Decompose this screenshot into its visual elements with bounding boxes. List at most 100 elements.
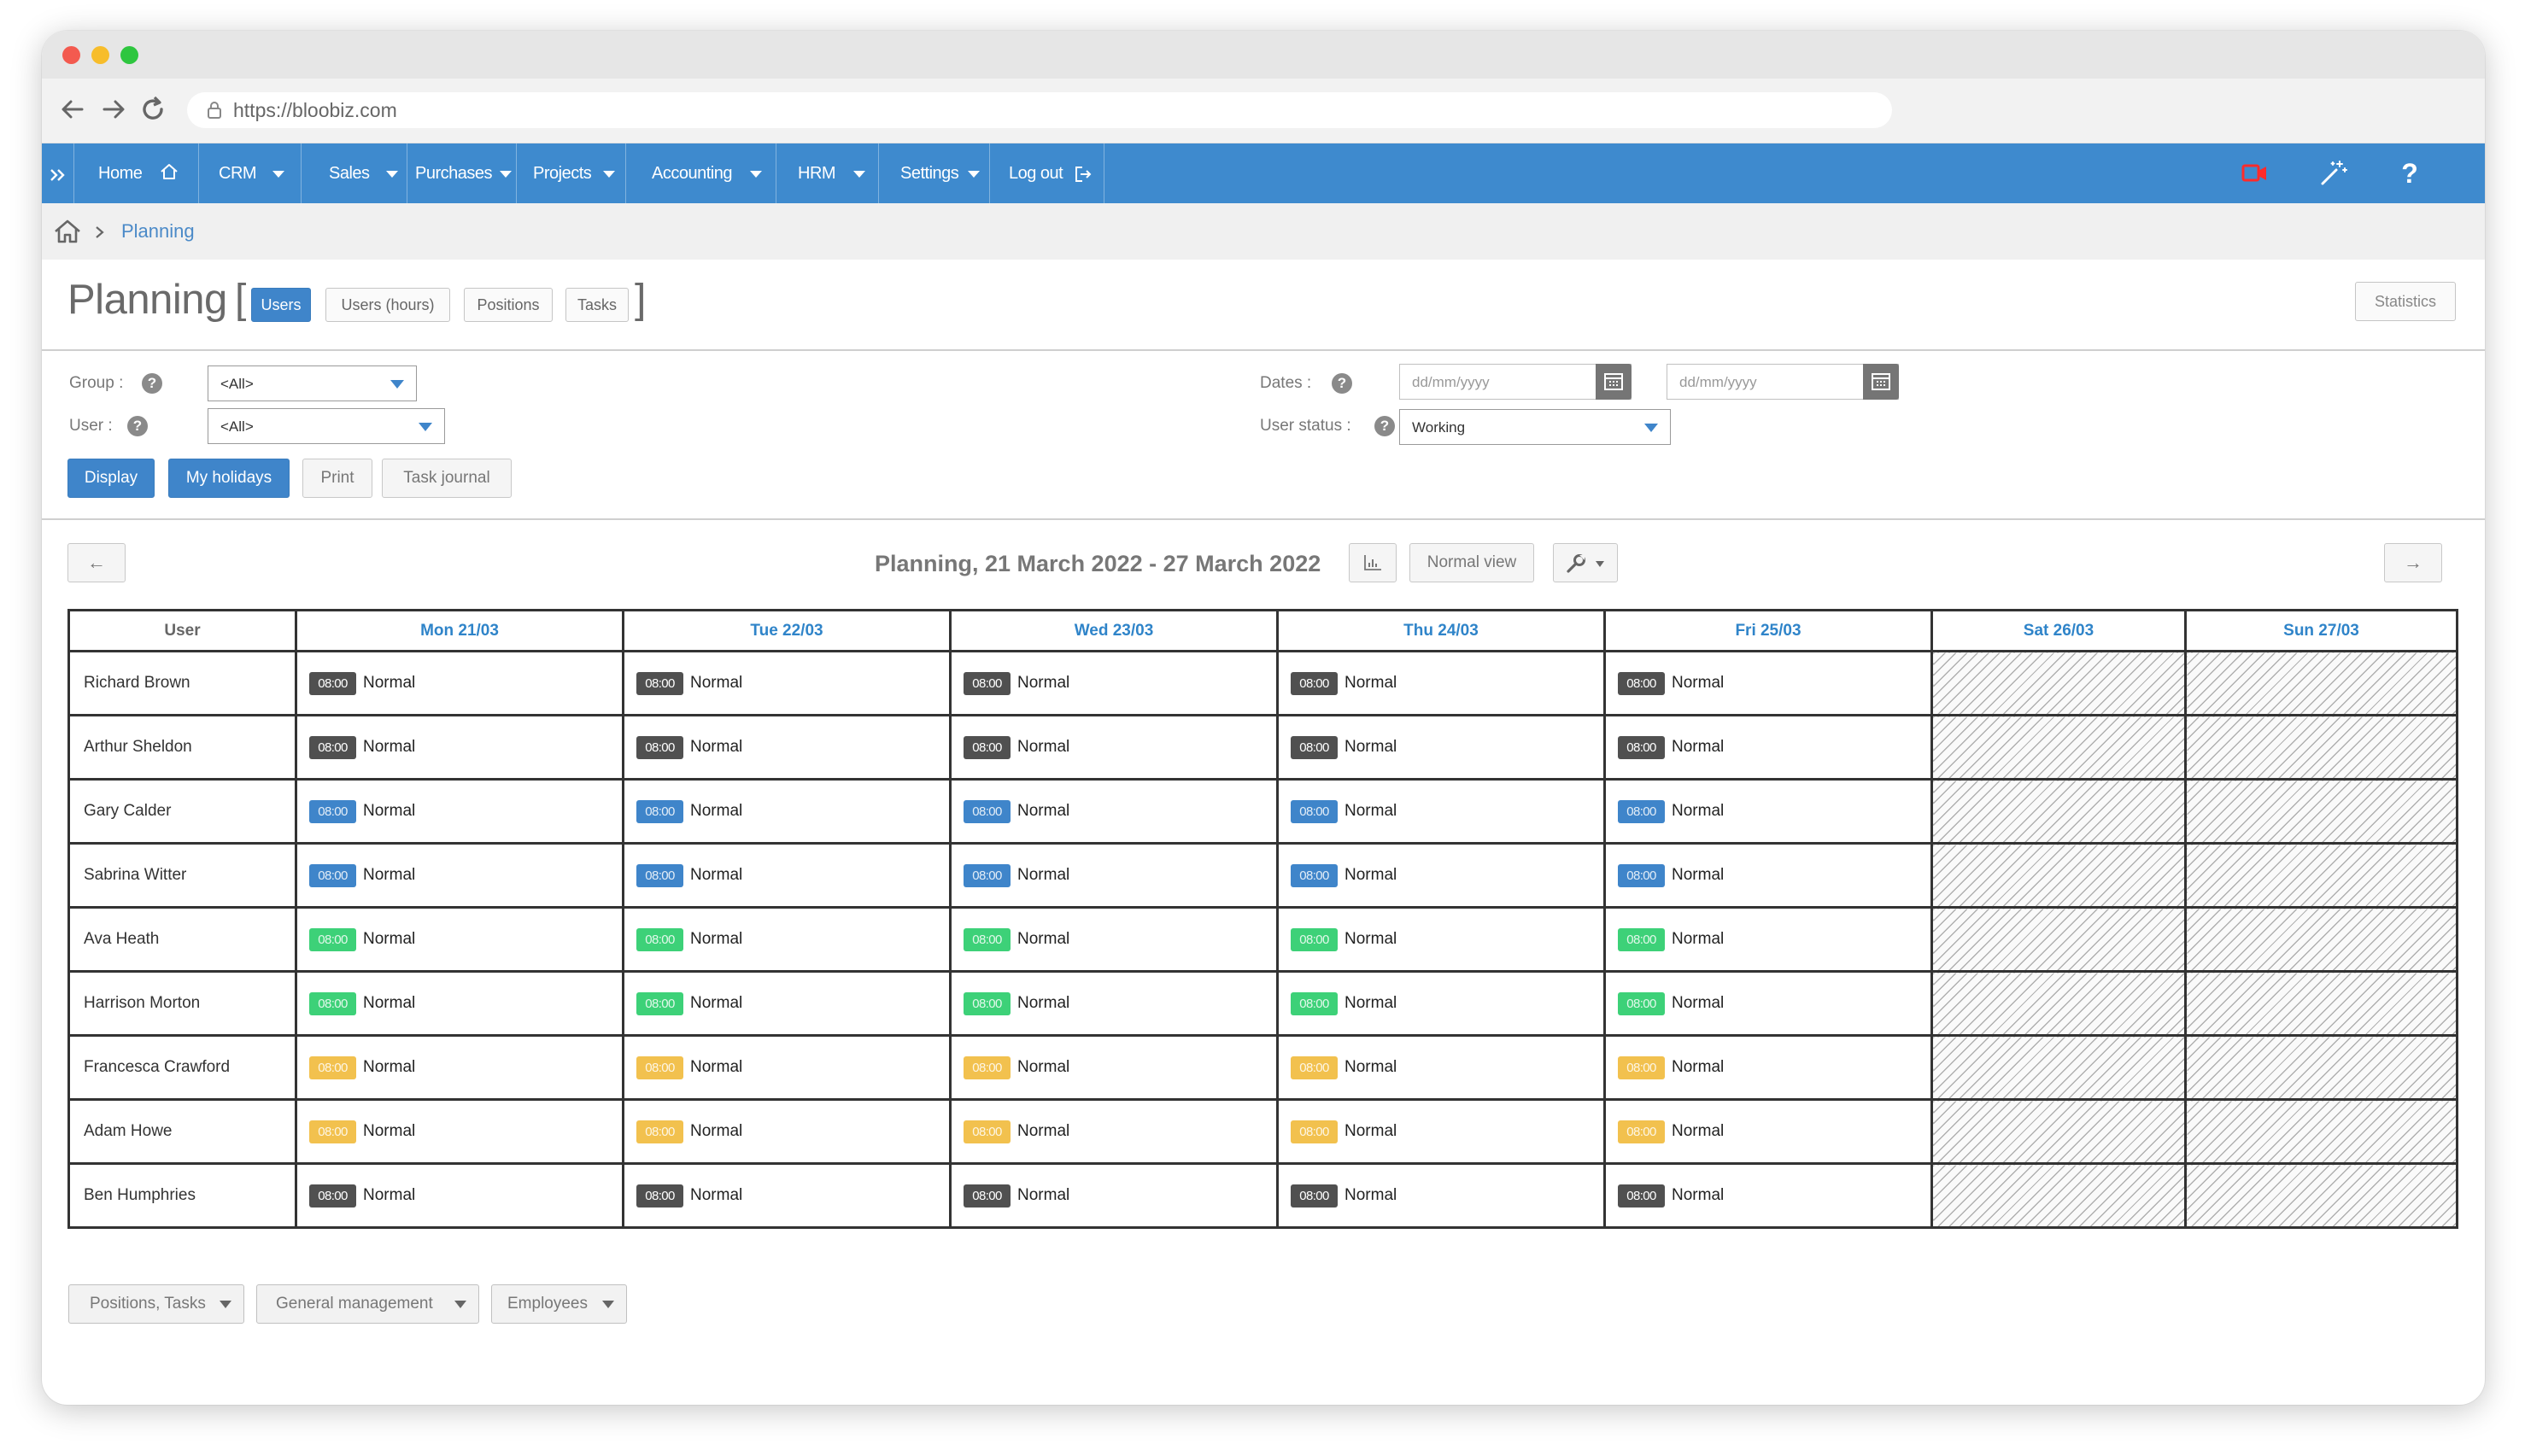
tools-dropdown-button[interactable]	[1553, 543, 1618, 582]
user-name-cell[interactable]: Ava Heath	[67, 906, 297, 973]
nav-projects[interactable]: Projects	[516, 143, 625, 203]
help-icon[interactable]: ?	[127, 416, 148, 436]
shift-cell[interactable]: 08:00 Normal	[622, 1098, 952, 1165]
tab-tasks[interactable]: Tasks	[565, 288, 629, 322]
shift-cell[interactable]: 08:00 Normal	[622, 1034, 952, 1101]
nav-crm[interactable]: CRM	[198, 143, 301, 203]
shift-cell[interactable]: 08:00 Normal	[1276, 1098, 1606, 1165]
nav-hrm[interactable]: HRM	[776, 143, 878, 203]
shift-cell[interactable]: 08:00 Normal	[295, 1162, 624, 1229]
help-icon[interactable]: ?	[1332, 373, 1352, 394]
shift-cell[interactable]: 08:00 Normal	[1603, 970, 1933, 1037]
day-header[interactable]: Sun 27/03	[2184, 609, 2458, 652]
reload-icon[interactable]	[138, 92, 168, 126]
previous-week-button[interactable]: ←	[67, 543, 126, 582]
shift-cell[interactable]: 08:00 Normal	[1603, 906, 1933, 973]
nav-home[interactable]: Home	[73, 143, 198, 203]
nav-purchases[interactable]: Purchases	[407, 143, 516, 203]
nav-sales[interactable]: Sales	[301, 143, 407, 203]
help-icon[interactable]: ?	[142, 373, 162, 394]
user-name-cell[interactable]: Harrison Morton	[67, 970, 297, 1037]
normal-view-button[interactable]: Normal view	[1409, 543, 1534, 582]
shift-cell[interactable]: 08:00 Normal	[622, 778, 952, 845]
help-icon[interactable]: ?	[1374, 416, 1395, 436]
shift-cell[interactable]: 08:00 Normal	[949, 714, 1279, 781]
shift-cell[interactable]: 08:00 Normal	[1276, 1034, 1606, 1101]
maximize-window-button[interactable]	[120, 46, 138, 64]
tab-users-hours[interactable]: Users (hours)	[325, 288, 450, 322]
day-header[interactable]: Tue 22/03	[622, 609, 952, 652]
user-name-cell[interactable]: Ben Humphries	[67, 1162, 297, 1229]
date-from-input[interactable]: dd/mm/yyyy	[1399, 364, 1632, 400]
user-name-cell[interactable]: Gary Calder	[67, 778, 297, 845]
day-header[interactable]: Fri 25/03	[1603, 609, 1933, 652]
shift-cell[interactable]: 08:00 Normal	[1276, 1162, 1606, 1229]
user-name-cell[interactable]: Adam Howe	[67, 1098, 297, 1165]
shift-cell[interactable]: 08:00 Normal	[1603, 1034, 1933, 1101]
shift-cell[interactable]: 08:00 Normal	[622, 714, 952, 781]
chart-view-button[interactable]	[1349, 543, 1397, 582]
url-bar[interactable]: https://bloobiz.com	[187, 92, 1892, 128]
shift-cell[interactable]: 08:00 Normal	[295, 970, 624, 1037]
task-journal-button[interactable]: Task journal	[382, 459, 512, 498]
help-icon[interactable]: ?	[2401, 158, 2418, 189]
shift-cell[interactable]: 08:00 Normal	[949, 842, 1279, 909]
shift-cell[interactable]: 08:00 Normal	[1276, 650, 1606, 716]
shift-cell[interactable]: 08:00 Normal	[949, 778, 1279, 845]
shift-cell[interactable]: 08:00 Normal	[1603, 778, 1933, 845]
shift-cell[interactable]: 08:00 Normal	[622, 970, 952, 1037]
day-header[interactable]: Wed 23/03	[949, 609, 1279, 652]
shift-cell[interactable]: 08:00 Normal	[949, 1034, 1279, 1101]
shift-cell[interactable]: 08:00 Normal	[949, 650, 1279, 716]
group-select[interactable]: <All>	[208, 365, 417, 401]
shift-cell[interactable]: 08:00 Normal	[1603, 650, 1933, 716]
next-week-button[interactable]: →	[2384, 543, 2442, 582]
calendar-icon[interactable]	[1596, 364, 1632, 400]
shift-cell[interactable]: 08:00 Normal	[622, 842, 952, 909]
user-name-cell[interactable]: Richard Brown	[67, 650, 297, 716]
user-name-cell[interactable]: Sabrina Witter	[67, 842, 297, 909]
shift-cell[interactable]: 08:00 Normal	[295, 1098, 624, 1165]
shift-cell[interactable]: 08:00 Normal	[295, 778, 624, 845]
home-icon[interactable]	[53, 219, 82, 244]
minimize-window-button[interactable]	[91, 46, 109, 64]
shift-cell[interactable]: 08:00 Normal	[1276, 970, 1606, 1037]
nav-settings[interactable]: Settings	[878, 143, 989, 203]
user-name-cell[interactable]: Francesca Crawford	[67, 1034, 297, 1101]
employees-dropdown[interactable]: Employees	[491, 1284, 627, 1324]
user-name-cell[interactable]: Arthur Sheldon	[67, 714, 297, 781]
shift-cell[interactable]: 08:00 Normal	[1276, 842, 1606, 909]
back-arrow-icon[interactable]	[57, 92, 88, 126]
shift-cell[interactable]: 08:00 Normal	[1276, 906, 1606, 973]
nav-accounting[interactable]: Accounting	[625, 143, 776, 203]
shift-cell[interactable]: 08:00 Normal	[295, 906, 624, 973]
shift-cell[interactable]: 08:00 Normal	[1276, 778, 1606, 845]
user-status-select[interactable]: Working	[1399, 409, 1671, 445]
statistics-button[interactable]: Statistics	[2355, 282, 2456, 321]
shift-cell[interactable]: 08:00 Normal	[1603, 1098, 1933, 1165]
display-button[interactable]: Display	[67, 459, 155, 498]
date-to-input[interactable]: dd/mm/yyyy	[1667, 364, 1899, 400]
shift-cell[interactable]: 08:00 Normal	[949, 970, 1279, 1037]
shift-cell[interactable]: 08:00 Normal	[1276, 714, 1606, 781]
shift-cell[interactable]: 08:00 Normal	[295, 842, 624, 909]
expand-menu-button[interactable]	[42, 143, 73, 203]
user-select[interactable]: <All>	[208, 408, 445, 444]
forward-arrow-icon[interactable]	[98, 92, 129, 126]
positions-tasks-dropdown[interactable]: Positions, Tasks	[68, 1284, 244, 1324]
my-holidays-button[interactable]: My holidays	[168, 459, 290, 498]
shift-cell[interactable]: 08:00 Normal	[1603, 842, 1933, 909]
shift-cell[interactable]: 08:00 Normal	[622, 906, 952, 973]
tab-users[interactable]: Users	[251, 288, 311, 322]
day-header[interactable]: Mon 21/03	[295, 609, 624, 652]
close-window-button[interactable]	[62, 46, 80, 64]
general-management-dropdown[interactable]: General management	[256, 1284, 479, 1324]
day-header[interactable]: Thu 24/03	[1276, 609, 1606, 652]
shift-cell[interactable]: 08:00 Normal	[949, 1098, 1279, 1165]
nav-logout[interactable]: Log out	[989, 143, 1104, 203]
print-button[interactable]: Print	[302, 459, 372, 498]
video-icon[interactable]	[2241, 161, 2270, 185]
shift-cell[interactable]: 08:00 Normal	[949, 906, 1279, 973]
shift-cell[interactable]: 08:00 Normal	[622, 650, 952, 716]
calendar-icon[interactable]	[1863, 364, 1899, 400]
